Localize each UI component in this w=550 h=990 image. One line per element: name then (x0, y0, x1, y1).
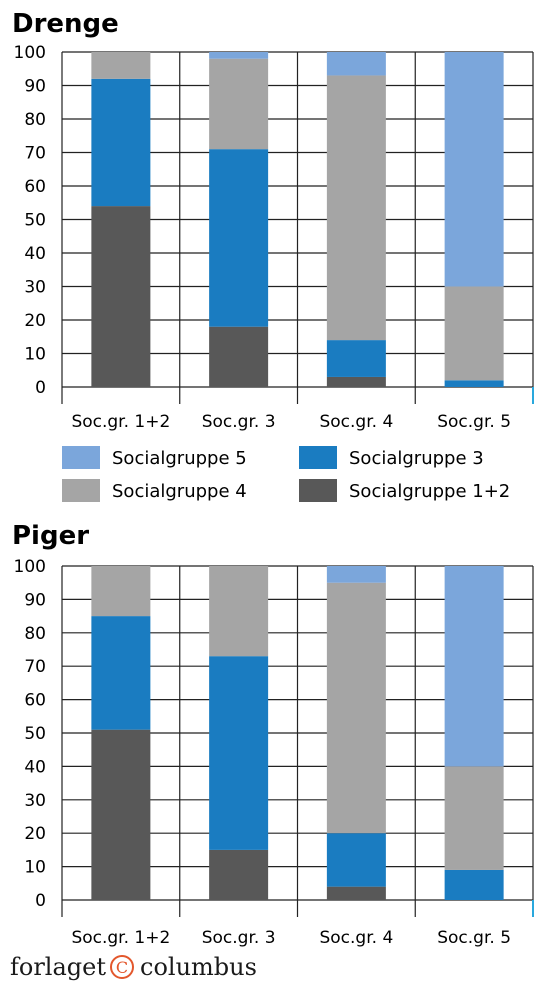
y-tick-label: 90 (24, 77, 46, 97)
publisher-mark-letter: C (116, 958, 128, 977)
bar-segment (326, 75, 386, 341)
category-label: Soc.gr. 5 (437, 412, 511, 432)
bar-segment (326, 833, 386, 887)
category-label: Soc.gr. 3 (202, 928, 276, 948)
y-tick-label: 0 (35, 378, 46, 398)
y-tick-label: 90 (24, 590, 46, 610)
chart-title-piger: Piger (12, 521, 89, 551)
bar-segment (91, 616, 151, 730)
legend-label: Socialgruppe 5 (112, 448, 247, 469)
bar-segment (209, 849, 269, 900)
legend-label: Socialgruppe 3 (349, 448, 484, 469)
y-tick-label: 80 (24, 110, 46, 130)
publisher-name-right: columbus (140, 953, 257, 981)
category-label: Soc.gr. 3 (202, 412, 276, 432)
bar-segment (209, 326, 269, 387)
y-tick-label: 50 (24, 724, 46, 744)
bar-segment (209, 566, 269, 657)
bar-segment (444, 566, 504, 767)
y-tick-label: 100 (14, 557, 46, 577)
legend-label: Socialgruppe 4 (112, 481, 247, 502)
y-tick-label: 0 (35, 891, 46, 911)
bar-segment (209, 58, 269, 150)
category-label: Soc.gr. 1+2 (71, 412, 170, 432)
y-tick-label: 30 (24, 791, 46, 811)
category-label: Soc.gr. 5 (437, 928, 511, 948)
publisher-name-left: forlaget (10, 953, 106, 981)
bar-segment (209, 149, 269, 327)
legend-swatch (62, 479, 100, 502)
legend: Socialgruppe 5 Socialgruppe 3 Socialgruppe… (62, 446, 510, 502)
category-label: Soc.gr. 1+2 (71, 928, 170, 948)
y-tick-label: 20 (24, 311, 46, 331)
y-tick-label: 60 (24, 691, 46, 711)
chart-drenge: 0 10 20 30 40 50 60 70 80 90 100 Soc.gr. 1+2 Soc.gr.… (14, 43, 534, 432)
bar-segment (326, 886, 386, 900)
bar-segment (444, 869, 504, 900)
bar-segment (444, 286, 504, 381)
chart-piger: 0 10 20 30 40 50 60 70 80 90 100 Soc.gr. 1+2 Soc.gr.… (14, 557, 534, 948)
y-tick-label: 40 (24, 244, 46, 264)
category-label: Soc.gr. 4 (319, 412, 393, 432)
publisher-mark-circle (110, 955, 134, 979)
y-tick-label: 30 (24, 278, 46, 298)
bar-segment (91, 52, 151, 79)
legend-label: Socialgruppe 1+2 (349, 481, 510, 502)
y-tick-label: 60 (24, 177, 46, 197)
y-tick-label: 70 (24, 657, 46, 677)
legend-swatch (299, 479, 337, 502)
legend-swatch (299, 446, 337, 469)
y-tick-label: 100 (14, 43, 46, 63)
bar-segment (209, 656, 269, 850)
y-tick-label: 10 (24, 345, 46, 365)
y-tick-label: 50 (24, 211, 46, 231)
bar-segment (444, 766, 504, 870)
bar-segment (326, 566, 386, 583)
bar-segment (326, 340, 386, 377)
y-tick-label: 10 (24, 858, 46, 878)
y-tick-label: 40 (24, 757, 46, 777)
y-tick-label: 80 (24, 624, 46, 644)
bar-segment (91, 566, 151, 617)
bar-segment (444, 380, 504, 387)
bar-segment (91, 78, 151, 207)
y-tick-label: 70 (24, 144, 46, 164)
bar-segment (91, 729, 151, 900)
chart-title-drenge: Drenge (12, 9, 119, 39)
bar-segment (91, 206, 151, 387)
bar-segment (326, 376, 386, 387)
category-label: Soc.gr. 4 (319, 928, 393, 948)
bar-segment (326, 582, 386, 834)
legend-swatch (62, 446, 100, 469)
bar-segment (444, 52, 504, 287)
bar-segment (326, 52, 386, 76)
publisher-logo: forlaget C columbus (10, 953, 257, 981)
y-tick-label: 20 (24, 824, 46, 844)
bar-segment (209, 52, 269, 59)
